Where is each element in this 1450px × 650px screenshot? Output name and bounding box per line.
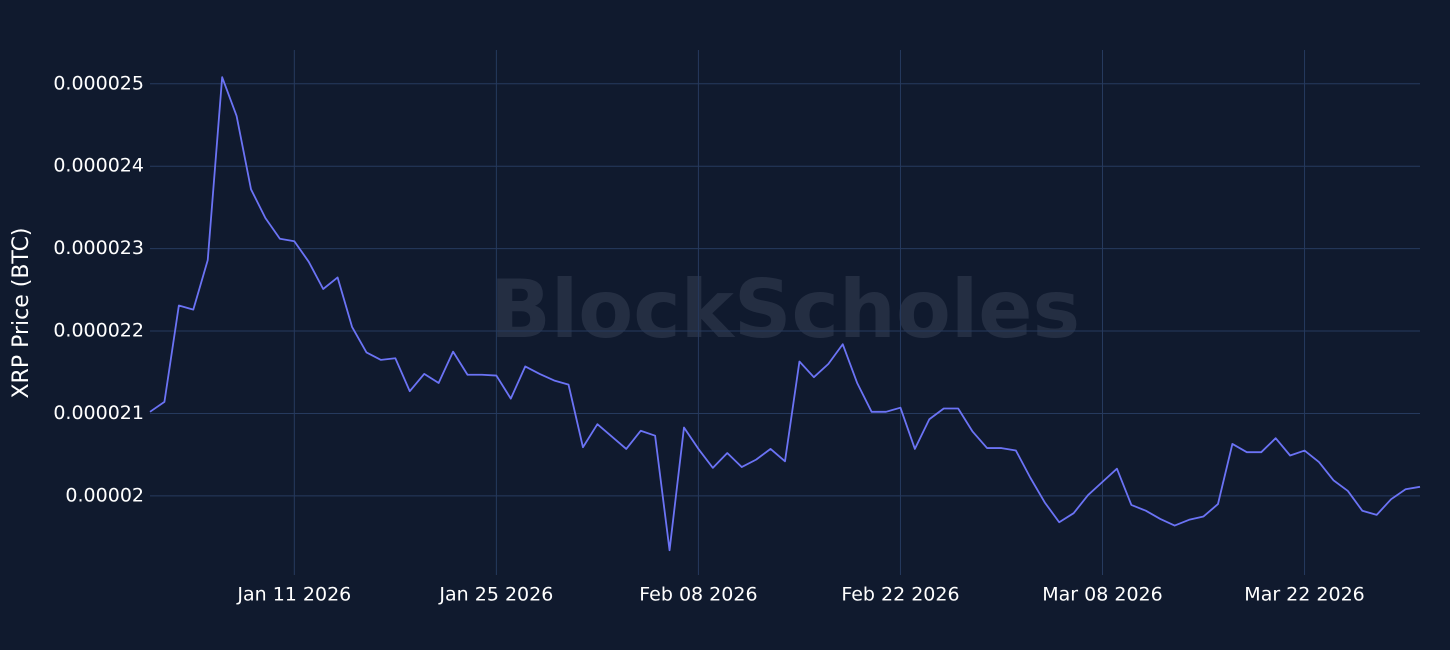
y-tick-label: 0.00002: [65, 484, 144, 506]
y-tick-label: 0.000021: [53, 402, 144, 424]
y-tick-label: 0.000022: [53, 320, 144, 342]
x-tick-label: Jan 11 2026: [236, 584, 351, 606]
y-tick-label: 0.000023: [53, 237, 144, 259]
price-line: [149, 76, 1421, 552]
x-tick-label: Mar 22 2026: [1244, 584, 1364, 606]
y-tick-label: 0.000025: [53, 72, 144, 94]
x-tick-label: Mar 08 2026: [1042, 584, 1162, 606]
x-tick-label: Jan 25 2026: [438, 584, 553, 606]
x-tick-label: Feb 22 2026: [841, 584, 959, 606]
watermark: BlockScholes: [490, 263, 1080, 356]
x-tick-label: Feb 08 2026: [639, 584, 757, 606]
y-axis-label: XRP Price (BTC): [9, 227, 34, 398]
y-tick-label: 0.000024: [53, 155, 144, 177]
